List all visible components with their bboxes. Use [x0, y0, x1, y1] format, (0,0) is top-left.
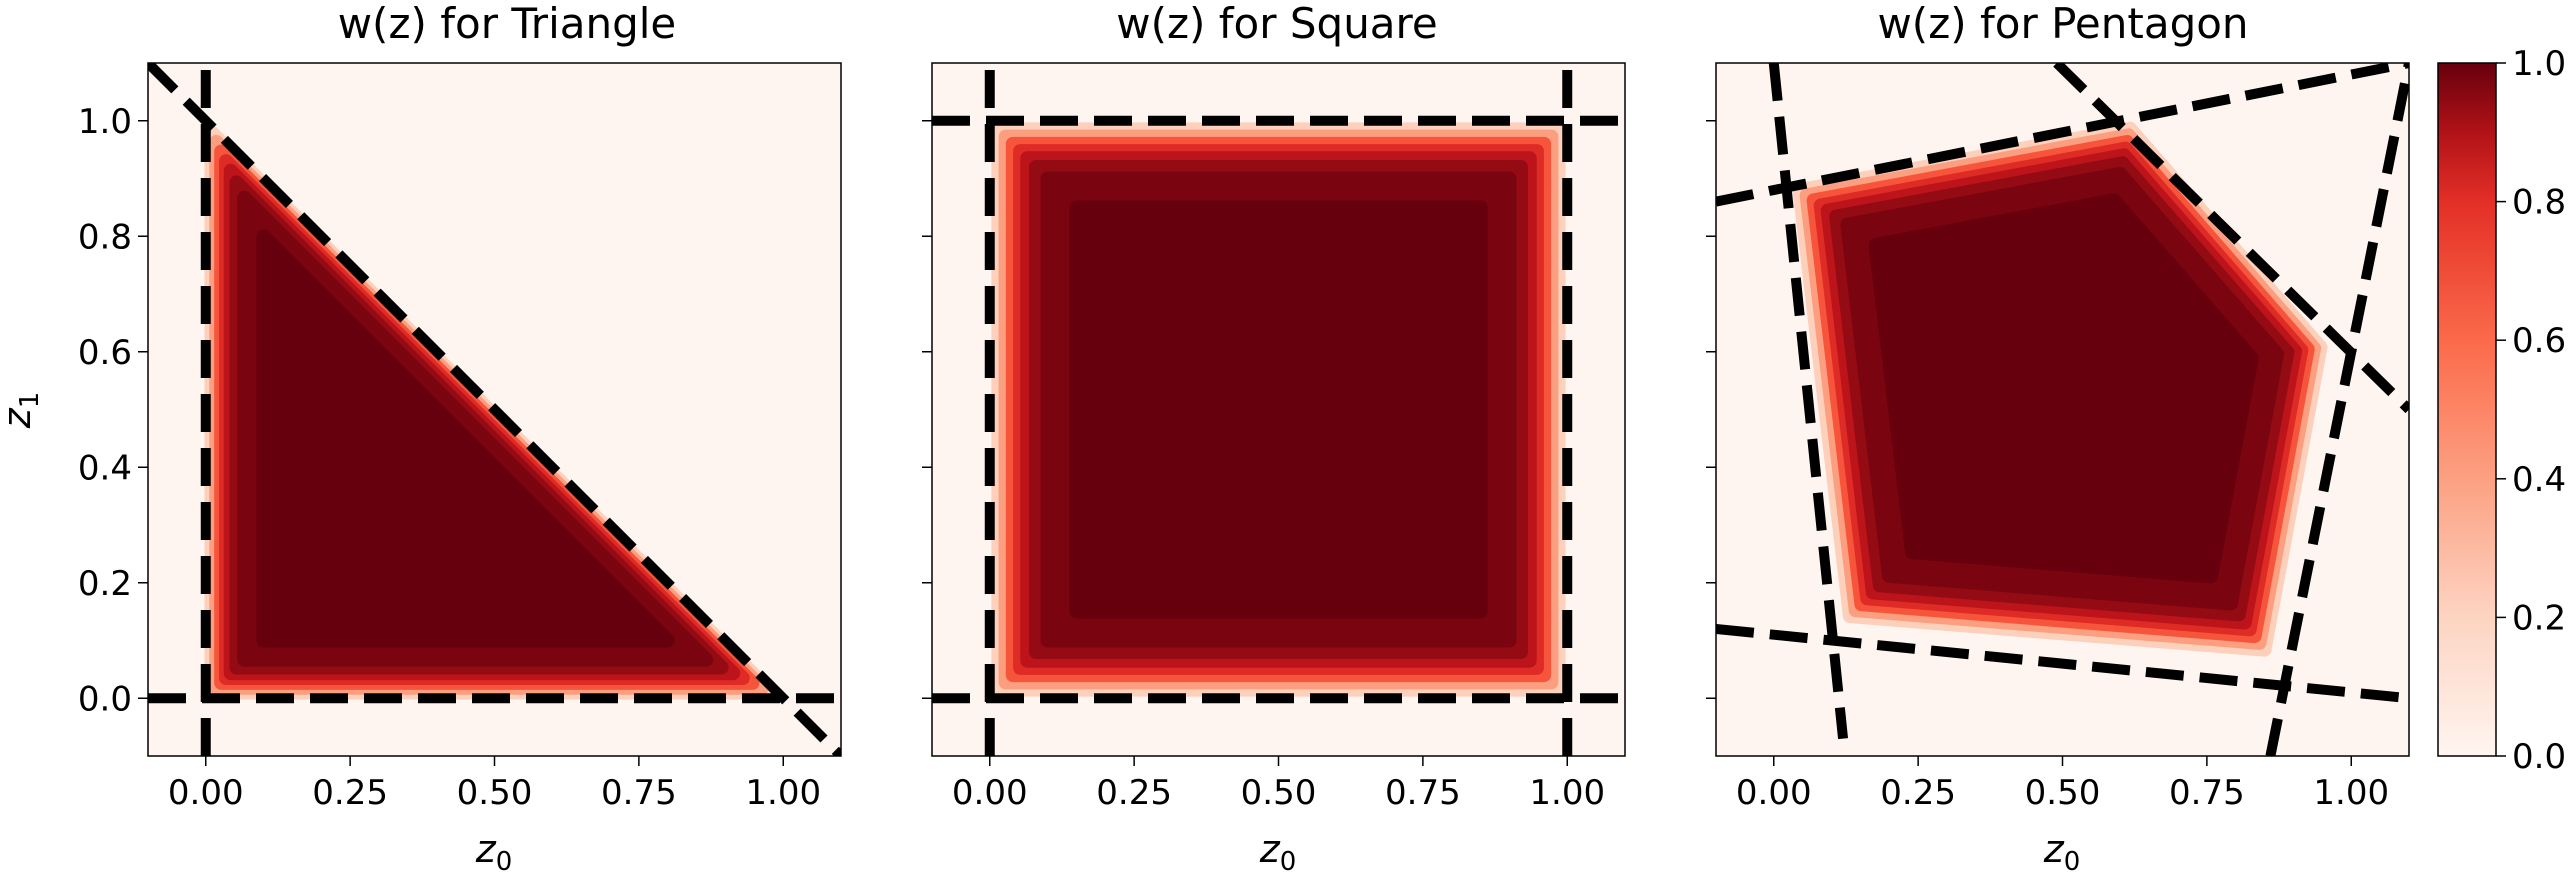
y-tick-label: 0.8 [78, 217, 132, 257]
x-axis-label: z0 [475, 827, 513, 877]
panel-square: w(z) for Square 0.00 0.25 0.50 0.75 1.00 z0 [922, 0, 1626, 877]
colorbar-tick-label: 0.8 [2512, 183, 2566, 223]
colorbar-tick-label: 0.4 [2512, 460, 2566, 500]
density-layer [256, 229, 675, 648]
y-axis [1706, 120, 1716, 699]
panel-pentagon: w(z) for Pentagon 0.00 0.25 0.50 0.75 1.00 z… [1706, 0, 2410, 877]
x-tick-label: 1.00 [745, 773, 821, 813]
boundary-line [1716, 63, 2409, 207]
chart-title: w(z) for Square [1116, 0, 1437, 48]
y-tick-label: 0.2 [78, 564, 132, 604]
x-tick-label: 0.25 [1880, 773, 1956, 813]
x-tick-label: 1.00 [2313, 773, 2389, 813]
x-axis-label: z0 [1259, 827, 1297, 877]
colorbar: 0.0 0.2 0.4 0.6 0.8 1.0 [2437, 44, 2566, 777]
x-tick-label: 0.00 [168, 773, 244, 813]
y-axis [922, 120, 932, 699]
colorbar-tick-label: 0.6 [2512, 321, 2566, 361]
colorbar-tick-label: 0.0 [2512, 737, 2566, 777]
x-tick-label: 0.75 [601, 773, 677, 813]
x-axis-label: z0 [2043, 827, 2081, 877]
boundary-line [2265, 63, 2409, 756]
x-tick-label: 0.25 [312, 773, 388, 813]
colorbar-gradient [2437, 62, 2497, 757]
boundary-line [1768, 63, 1849, 740]
y-axis: 0.0 0.2 0.4 0.6 0.8 1.0 [78, 102, 148, 719]
y-tick-label: 1.0 [78, 102, 132, 142]
x-tick-label: 0.00 [952, 773, 1028, 813]
y-axis-label: z1 [0, 392, 45, 430]
density-layer [1868, 193, 2259, 584]
boundary-line [1716, 623, 2409, 704]
x-tick-label: 0.50 [2025, 773, 2101, 813]
chart-title: w(z) for Pentagon [1877, 0, 2248, 48]
x-tick-label: 0.75 [2169, 773, 2245, 813]
x-tick-label: 0.25 [1096, 773, 1172, 813]
x-tick-label: 0.50 [457, 773, 533, 813]
colorbar-tick-label: 1.0 [2512, 44, 2566, 84]
y-tick-label: 0.4 [78, 448, 132, 488]
panel-triangle: w(z) for Triangle 0.00 0.25 0.50 0.75 1.00 0… [0, 0, 842, 877]
x-tick-label: 0.00 [1736, 773, 1812, 813]
plot-area [1716, 63, 2409, 756]
colorbar-tick-label: 0.2 [2512, 598, 2566, 638]
x-axis: 0.00 0.25 0.50 0.75 1.00 [168, 756, 821, 813]
density-layer [1069, 200, 1488, 619]
boundary-line [148, 63, 841, 756]
x-axis: 0.00 0.25 0.50 0.75 1.00 [1736, 756, 2389, 813]
x-tick-label: 1.00 [1529, 773, 1605, 813]
x-axis: 0.00 0.25 0.50 0.75 1.00 [952, 756, 1605, 813]
plot-area [148, 63, 841, 756]
x-tick-label: 0.50 [1241, 773, 1317, 813]
y-tick-label: 0.0 [78, 679, 132, 719]
y-tick-label: 0.6 [78, 333, 132, 373]
chart-title: w(z) for Triangle [338, 0, 677, 48]
plot-area [932, 63, 1625, 756]
x-tick-label: 0.75 [1385, 773, 1461, 813]
